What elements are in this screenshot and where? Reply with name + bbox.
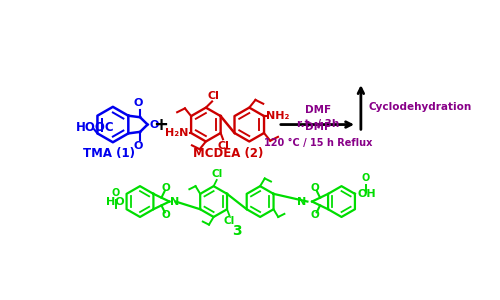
Text: O: O	[311, 210, 320, 220]
Text: O: O	[162, 210, 170, 220]
Text: Cl: Cl	[208, 92, 220, 101]
Text: OH: OH	[357, 189, 376, 199]
Text: Cl: Cl	[224, 216, 235, 226]
Text: N: N	[170, 196, 179, 206]
Text: TMA (1): TMA (1)	[83, 147, 135, 160]
Text: N: N	[296, 196, 306, 206]
Text: 3: 3	[232, 224, 241, 238]
Text: DMF: DMF	[305, 104, 332, 115]
Text: H₂N: H₂N	[166, 128, 189, 138]
Text: DMF: DMF	[305, 122, 332, 132]
Text: O: O	[133, 141, 142, 151]
Text: Cyclodehydration: Cyclodehydration	[368, 102, 472, 112]
Text: O: O	[133, 98, 142, 108]
Text: O: O	[362, 173, 370, 183]
Text: +: +	[152, 116, 168, 134]
Text: O: O	[311, 183, 320, 193]
Text: MCDEA (2): MCDEA (2)	[193, 147, 264, 160]
Text: Cl: Cl	[212, 169, 223, 179]
Text: Cl: Cl	[217, 141, 229, 151]
Text: HO: HO	[106, 197, 124, 207]
Text: 120 °C / 15 h Reflux: 120 °C / 15 h Reflux	[264, 138, 372, 148]
Text: O: O	[162, 183, 170, 193]
Text: O: O	[112, 188, 120, 199]
Text: HOOC: HOOC	[76, 121, 114, 134]
Text: NH₂: NH₂	[266, 111, 289, 121]
Text: r.t. / 3h: r.t. / 3h	[297, 119, 340, 129]
Text: O: O	[149, 119, 158, 130]
